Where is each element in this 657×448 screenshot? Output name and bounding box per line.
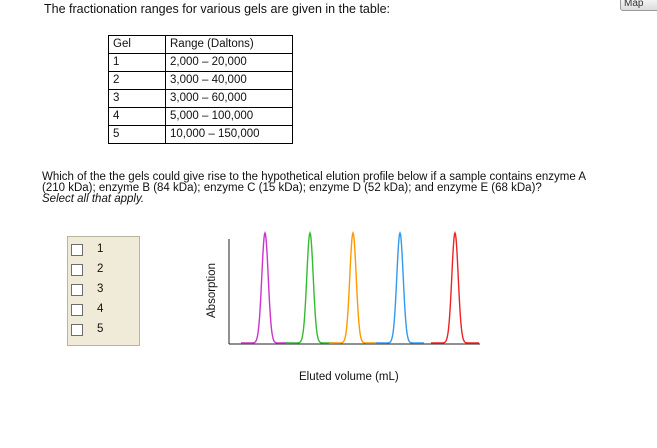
question-line-2: (210 kDa); enzyme B (84 kDa); enzyme C (… — [42, 182, 542, 194]
choice-checkbox[interactable] — [71, 264, 83, 276]
question-line-1: Which of the the gels could give rise to… — [42, 171, 586, 183]
choice-label: 1 — [97, 243, 104, 255]
elution-peak-5 — [431, 231, 479, 344]
choice-checkbox[interactable] — [71, 324, 83, 336]
choice-4[interactable]: 4 — [71, 303, 131, 318]
choice-2[interactable]: 2 — [71, 263, 131, 278]
choice-checkbox[interactable] — [71, 244, 83, 256]
choice-3[interactable]: 3 — [71, 283, 131, 298]
elution-peak-1 — [241, 231, 289, 344]
range-cell: 5,000 – 100,000 — [165, 107, 293, 126]
x-axis-label: Eluted volume (mL) — [299, 371, 399, 383]
elution-peak-3 — [329, 231, 377, 344]
range-cell: 10,000 – 150,000 — [165, 125, 293, 144]
table-row: 5 10,000 – 150,000 — [108, 125, 293, 144]
table-row: 4 5,000 – 100,000 — [108, 107, 293, 126]
elution-peak-4 — [376, 231, 424, 344]
map-button[interactable]: Map — [620, 0, 657, 11]
choice-label: 5 — [97, 323, 104, 335]
choice-5[interactable]: 5 — [71, 323, 131, 338]
peaks-group — [241, 231, 479, 344]
fractionation-table: Gel Range (Daltons) 1 2,000 – 20,000 2 3… — [108, 35, 293, 144]
choice-label: 4 — [97, 303, 104, 315]
y-axis-label: Absorption — [206, 263, 218, 318]
choice-checkbox[interactable] — [71, 284, 83, 296]
choice-1[interactable]: 1 — [71, 243, 131, 258]
choice-checkbox[interactable] — [71, 304, 83, 316]
elution-peak-2 — [286, 231, 334, 344]
choice-label: 2 — [97, 263, 104, 275]
question-instruction: Select all that apply. — [42, 193, 145, 205]
question-text: Which of the the gels could give rise to… — [42, 171, 642, 205]
answer-choices-panel: 1 2 3 4 5 — [67, 236, 140, 346]
choice-label: 3 — [97, 283, 104, 295]
intro-text: The fractionation ranges for various gel… — [44, 2, 391, 16]
